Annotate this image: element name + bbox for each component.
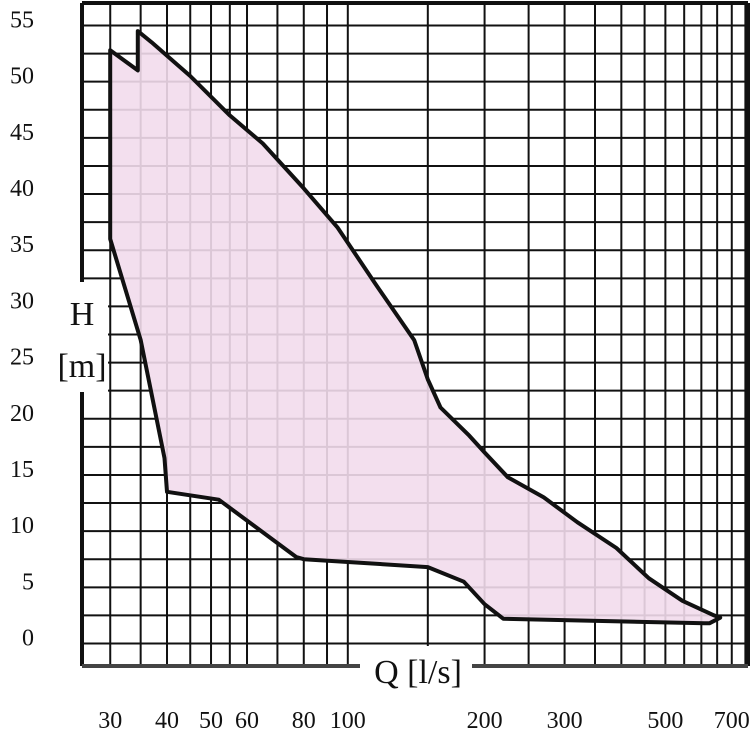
x-tick-700: 700	[714, 708, 750, 733]
y-tick-25: 25	[10, 345, 34, 371]
x-tick-labels: 30 40 50 60 80 100 200 300 500 700	[98, 708, 750, 733]
operating-range-area	[108, 29, 723, 626]
y-tick-10: 10	[10, 513, 34, 539]
x-tick-500: 500	[647, 708, 683, 733]
x-tick-300: 300	[547, 708, 583, 733]
x-tick-30: 30	[98, 708, 122, 733]
y-tick-5: 5	[22, 569, 34, 595]
x-tick-50: 50	[199, 708, 223, 733]
x-tick-80: 80	[292, 708, 316, 733]
y-tick-50: 50	[10, 64, 34, 90]
x-tick-200: 200	[467, 708, 503, 733]
x-tick-100: 100	[330, 708, 366, 733]
y-tick-labels: 0 5 10 15 20 25 30 35 40 45 50 55	[10, 7, 34, 651]
x-label-backdrop	[360, 646, 472, 688]
y-tick-15: 15	[10, 457, 34, 483]
y-axis-label-symbol: H	[70, 296, 95, 333]
x-axis-label: Q [l/s]	[374, 654, 462, 691]
y-tick-0: 0	[22, 626, 34, 652]
y-tick-55: 55	[10, 7, 34, 33]
y-tick-20: 20	[10, 401, 34, 427]
x-tick-60: 60	[235, 708, 259, 733]
y-tick-35: 35	[10, 232, 34, 258]
y-axis-label-unit: [m]	[57, 348, 106, 385]
y-tick-45: 45	[10, 120, 34, 146]
x-tick-40: 40	[155, 708, 179, 733]
y-tick-30: 30	[10, 288, 34, 314]
y-label-backdrop	[58, 282, 108, 392]
y-tick-40: 40	[10, 176, 34, 202]
